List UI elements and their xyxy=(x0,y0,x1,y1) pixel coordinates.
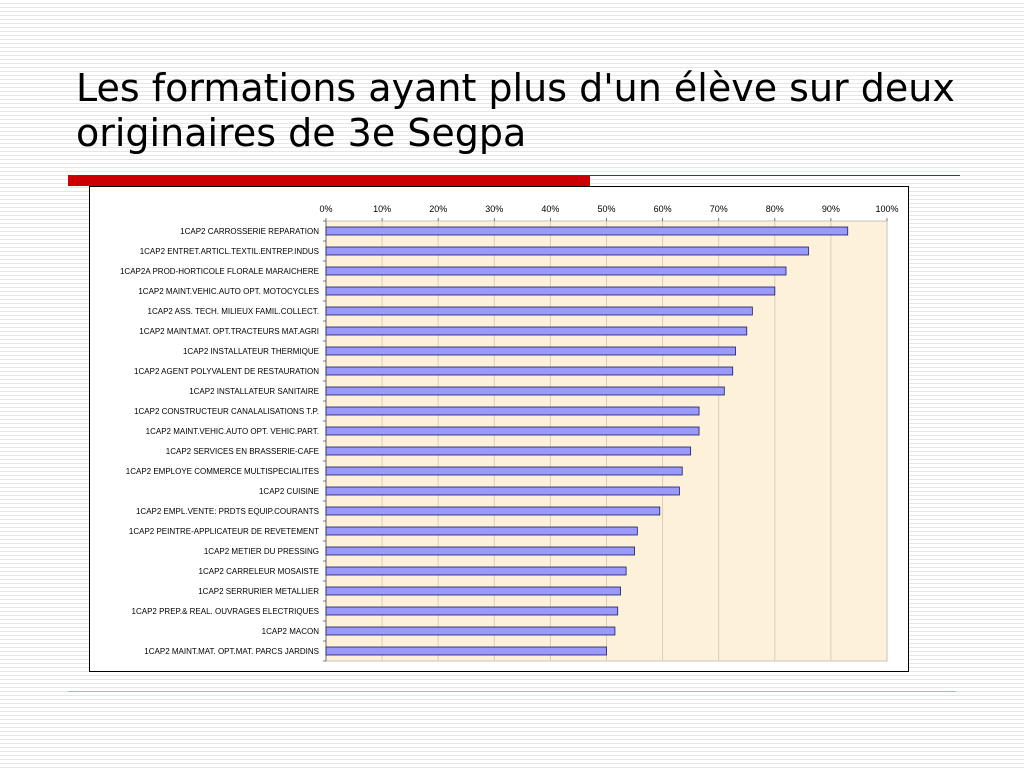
chart-frame: 0% 10% 20% 30% 40% 50% 60% 70% 80% 90% 100% 1CAP2 C… xyxy=(89,186,909,672)
category-label: 1CAP2 METIER DU PRESSING xyxy=(204,547,319,556)
bar xyxy=(325,626,616,636)
title-underline-accent xyxy=(68,175,590,186)
x-tick-label: 70% xyxy=(710,204,728,214)
bar xyxy=(325,326,748,336)
category-label: 1CAP2 CUISINE xyxy=(259,487,319,496)
x-tick-label: 80% xyxy=(766,204,784,214)
bar xyxy=(325,606,619,616)
bar xyxy=(325,306,753,316)
bar xyxy=(325,226,849,236)
category-label: 1CAP2 MAINT.VEHIC.AUTO OPT. VEHIC.PART. xyxy=(146,427,319,436)
x-tick-label: 0% xyxy=(319,204,332,214)
bar xyxy=(325,486,680,496)
category-label: 1CAP2 MACON xyxy=(262,627,320,636)
bar xyxy=(325,526,638,536)
x-tick-label: 90% xyxy=(822,204,840,214)
category-label: 1CAP2 PEINTRE-APPLICATEUR DE REVETEMENT xyxy=(129,527,319,536)
x-tick-label: 100% xyxy=(875,204,898,214)
bar-chart: 0% 10% 20% 30% 40% 50% 60% 70% 80% 90% 100% 1CAP2 C… xyxy=(120,204,899,662)
category-label: 1CAP2 INSTALLATEUR SANITAIRE xyxy=(189,387,319,396)
bar xyxy=(325,646,607,656)
category-label: 1CAP2 INSTALLATEUR THERMIQUE xyxy=(183,347,319,356)
footer-divider xyxy=(68,691,956,692)
bar xyxy=(325,426,700,436)
category-label: 1CAP2 MAINT.MAT. OPT.MAT. PARCS JARDINS xyxy=(144,647,319,656)
category-label: 1CAP2 PREP.& REAL. OUVRAGES ELECTRIQUES xyxy=(132,607,319,616)
x-tick-label: 10% xyxy=(373,204,391,214)
title-underline-line xyxy=(590,175,960,176)
category-label: 1CAP2 SERRURIER METALLIER xyxy=(198,587,319,596)
bar xyxy=(325,386,725,396)
bar xyxy=(325,246,809,256)
category-label: 1CAP2 ENTRET.ARTICL.TEXTIL.ENTREP.INDUS xyxy=(140,247,319,256)
bar xyxy=(325,366,734,376)
bar xyxy=(325,586,621,596)
category-label: 1CAP2 ASS. TECH. MILIEUX FAMIL.COLLECT. xyxy=(148,307,319,316)
x-tick-label: 60% xyxy=(654,204,672,214)
bar xyxy=(325,546,635,556)
bar xyxy=(325,406,700,416)
bar xyxy=(325,566,627,576)
category-label: 1CAP2 AGENT POLYVALENT DE RESTAURATION xyxy=(134,367,319,376)
category-label: 1CAP2 EMPLOYE COMMERCE MULTISPECIALITES xyxy=(126,467,319,476)
bar xyxy=(325,466,683,476)
bar xyxy=(325,266,787,276)
category-label: 1CAP2 CARROSSERIE REPARATION xyxy=(180,227,319,236)
x-tick-label: 30% xyxy=(485,204,503,214)
category-label: 1CAP2 CONSTRUCTEUR CANALALISATIONS T.P. xyxy=(134,407,319,416)
x-tick-label: 20% xyxy=(429,204,447,214)
x-tick-label: 50% xyxy=(597,204,615,214)
category-label: 1CAP2 SERVICES EN BRASSERIE-CAFE xyxy=(166,447,319,456)
bar xyxy=(325,346,736,356)
category-label: 1CAP2 MAINT.VEHIC.AUTO OPT. MOTOCYCLES xyxy=(138,287,319,296)
category-label: 1CAP2 CARRELEUR MOSAISTE xyxy=(199,567,319,576)
category-label: 1CAP2 MAINT.MAT. OPT.TRACTEURS MAT.AGRI xyxy=(139,327,319,336)
x-tick-label: 40% xyxy=(541,204,559,214)
bar xyxy=(325,446,692,456)
slide-title: Les formations ayant plus d'un élève sur… xyxy=(76,66,955,155)
category-label: 1CAP2A PROD-HORTICOLE FLORALE MARAICHERE xyxy=(120,267,319,276)
bar xyxy=(325,506,661,516)
bar xyxy=(325,286,776,296)
category-label: 1CAP2 EMPL.VENTE: PRDTS EQUIP.COURANTS xyxy=(136,507,319,516)
